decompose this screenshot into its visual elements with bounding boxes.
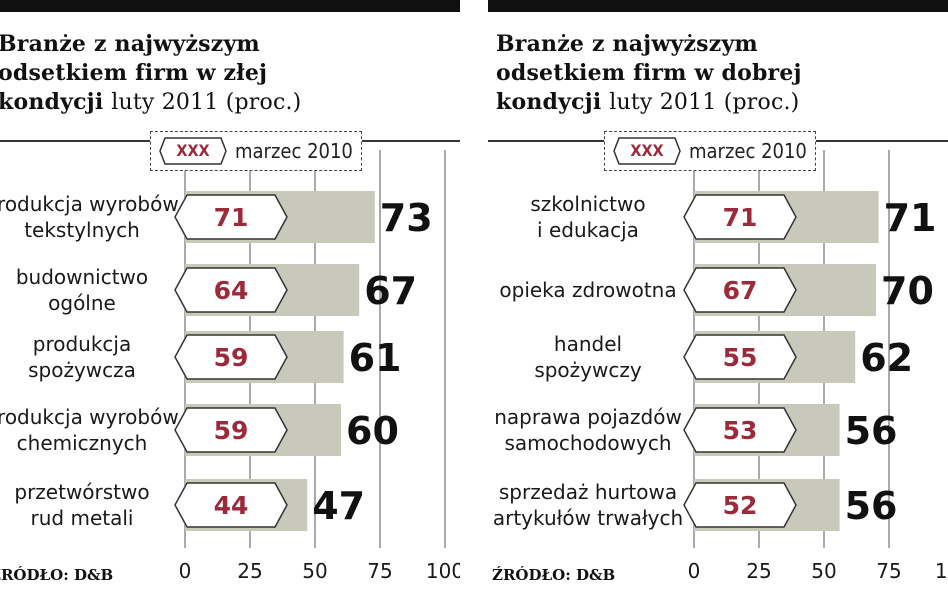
chart-title: Branże z najwyższym odsetkiem firm w dob… [496, 30, 948, 117]
category-label: naprawa pojazdów [494, 405, 682, 429]
category-label: spożywcza [28, 358, 136, 382]
previous-value-label: 64 [214, 276, 249, 305]
category-label: ogólne [48, 291, 116, 315]
previous-value-marker [174, 194, 288, 240]
category-label: chemicznych [17, 431, 148, 455]
previous-value-marker [174, 407, 288, 453]
title-line-3: kondycji [0, 89, 104, 115]
legend-text: marzec 2010 [235, 139, 353, 163]
value-label: 56 [845, 484, 898, 528]
previous-value-label: 71 [214, 203, 249, 232]
legend-key: XXX [613, 137, 681, 165]
category-label: artykułów trwałych [493, 506, 683, 530]
previous-value-marker [683, 407, 797, 453]
previous-value-label: 53 [723, 416, 758, 445]
category-label: i edukacja [537, 218, 639, 242]
title-line-3: kondycji [496, 89, 602, 115]
title-line-2: odsetkiem firm w dobrej [496, 60, 802, 86]
category-label: produkcja [33, 332, 131, 356]
chart-panel-bad-condition: Branże z najwyższym odsetkiem firm w złe… [0, 0, 460, 593]
previous-value-label: 52 [723, 491, 758, 520]
legend-text: marzec 2010 [689, 139, 807, 163]
previous-value-label: 59 [214, 416, 249, 445]
x-tick-label: 75 [367, 559, 392, 583]
legend: XXX marzec 2010 [150, 131, 362, 171]
category-label: sprzedaż hurtowa [499, 480, 677, 504]
category-label: spożywczy [534, 358, 642, 382]
previous-value-marker [683, 334, 797, 380]
category-label: szkolnictwo [530, 192, 645, 216]
legend-key: XXX [159, 137, 227, 165]
previous-value-label: 59 [214, 343, 249, 372]
x-tick-label: 25 [237, 559, 262, 583]
value-label: 61 [349, 336, 402, 380]
previous-value-label: 71 [723, 203, 758, 232]
category-label: tekstylnych [24, 218, 140, 242]
previous-value-marker [683, 267, 797, 313]
previous-value-marker [683, 482, 797, 528]
category-label: samochodowych [504, 431, 671, 455]
chart-panel-good-condition: Branże z najwyższym odsetkiem firm w dob… [488, 0, 948, 593]
x-tick-label: 50 [811, 559, 836, 583]
category-label: przetwórstwo [14, 480, 149, 504]
source-note: ŹRÓDŁO: D&B [492, 566, 616, 584]
value-label: 62 [860, 336, 913, 380]
category-label: opieka zdrowotna [499, 278, 676, 302]
source-note: ŹRÓDŁO: D&B [0, 566, 114, 584]
value-label: 47 [312, 484, 365, 528]
previous-value-marker [174, 482, 288, 528]
value-label: 70 [881, 269, 934, 313]
title-suffix: luty 2011 (proc.) [111, 90, 302, 115]
legend: XXX marzec 2010 [604, 131, 816, 171]
legend-key-label: XXX [176, 141, 210, 160]
x-tick-label: 25 [746, 559, 771, 583]
title-line-2: odsetkiem firm w złej [0, 60, 268, 86]
value-label: 67 [364, 269, 417, 313]
x-tick-label: 100 [426, 559, 460, 583]
x-tick-label: 50 [302, 559, 327, 583]
value-label: 60 [346, 409, 399, 453]
value-label: 73 [380, 196, 433, 240]
chart-title: Branże z najwyższym odsetkiem firm w złe… [0, 30, 460, 117]
previous-value-label: 55 [723, 343, 758, 372]
previous-value-label: 44 [214, 491, 249, 520]
x-tick-label: 100 [935, 559, 948, 583]
title-line-1: Branże z najwyższym [0, 31, 260, 57]
legend-key-label: XXX [630, 141, 664, 160]
category-label: handel [554, 332, 622, 356]
value-label: 56 [845, 409, 898, 453]
title-suffix: luty 2011 (proc.) [609, 90, 800, 115]
previous-value-marker [683, 194, 797, 240]
category-label: budownictwo [16, 265, 148, 289]
legend-key-shape [159, 137, 227, 165]
category-label: Produkcja wyrobów [0, 192, 179, 216]
category-label: Produkcja wyrobów [0, 405, 179, 429]
value-label: 71 [884, 196, 937, 240]
legend-key-shape [613, 137, 681, 165]
x-tick-label: 0 [179, 559, 192, 583]
category-label: rud metali [31, 506, 134, 530]
previous-value-marker [174, 334, 288, 380]
previous-value-marker [174, 267, 288, 313]
top-bar [488, 0, 948, 12]
title-line-1: Branże z najwyższym [496, 31, 758, 57]
x-tick-label: 75 [876, 559, 901, 583]
top-bar [0, 0, 460, 12]
x-tick-label: 0 [688, 559, 701, 583]
previous-value-label: 67 [723, 276, 758, 305]
